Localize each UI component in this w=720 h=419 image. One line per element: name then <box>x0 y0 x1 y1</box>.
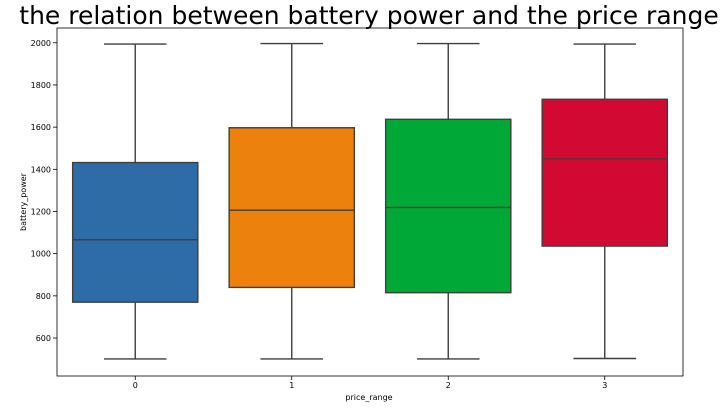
box-0 <box>71 161 199 303</box>
y-tick-label-1600: 1600 <box>31 123 51 132</box>
box-group-1 <box>228 42 356 360</box>
plot-frame <box>56 27 684 377</box>
box-group-0 <box>71 43 199 360</box>
x-axis-label: price_range <box>345 393 392 402</box>
box-layer <box>71 42 669 360</box>
y-tick-label-1800: 1800 <box>31 81 51 90</box>
y-tick-label-1200: 1200 <box>31 207 51 216</box>
y-tick-label-1000: 1000 <box>31 250 51 259</box>
box-1 <box>228 127 356 289</box>
x-tick-label-1: 1 <box>289 381 294 390</box>
y-tick-label-2000: 2000 <box>31 39 51 48</box>
x-tick-label-3: 3 <box>602 381 607 390</box>
x-tick-label-2: 2 <box>446 381 451 390</box>
box-3 <box>541 98 669 247</box>
x-tick-label-0: 0 <box>133 381 138 390</box>
box-group-3 <box>541 43 669 360</box>
box-group-2 <box>384 42 512 360</box>
chart-title: the relation between battery power and t… <box>19 1 718 30</box>
y-tick-label-800: 800 <box>36 292 51 301</box>
y-tick-label-1400: 1400 <box>31 165 51 174</box>
y-axis: 600 800 1000 1200 1400 1600 1800 2000 <box>31 39 57 343</box>
box-2 <box>384 118 512 294</box>
y-axis-label: battery_power <box>19 172 28 231</box>
x-axis: 0 1 2 3 <box>133 376 607 390</box>
y-tick-label-600: 600 <box>36 334 51 343</box>
